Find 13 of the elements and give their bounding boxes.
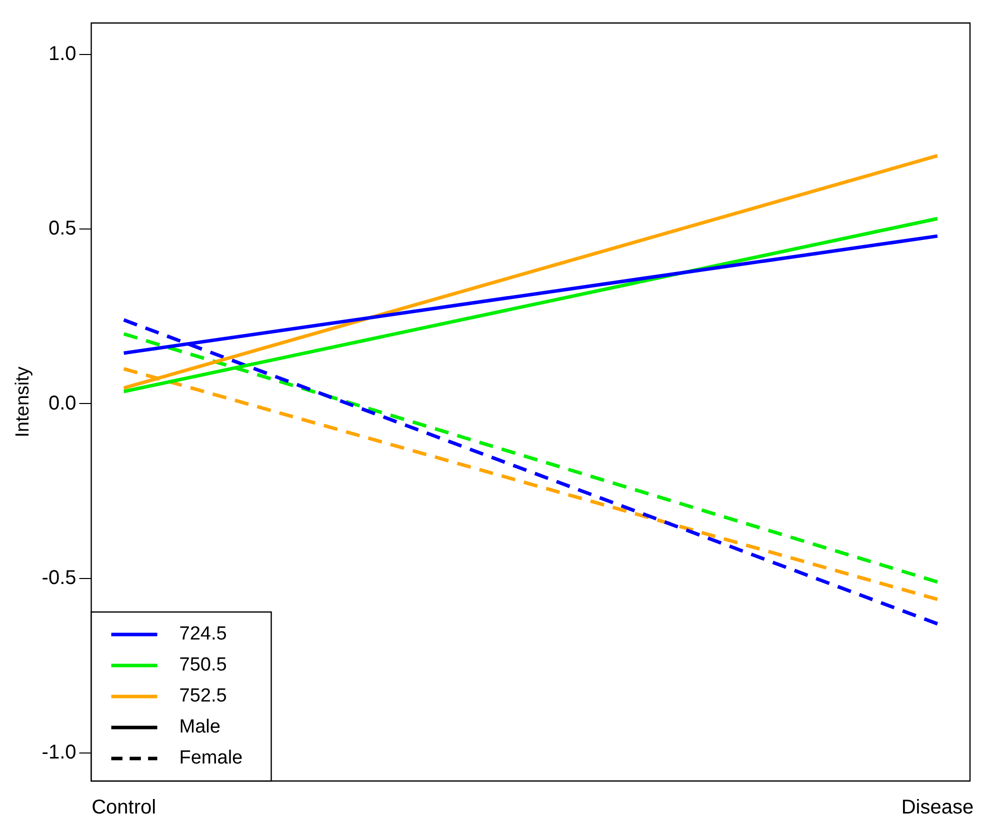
y-tick-label: -0.5 — [42, 566, 76, 589]
legend-label: 724.5 — [179, 624, 227, 645]
y-tick-label: 0.0 — [48, 392, 76, 414]
y-tick-label: 1.0 — [48, 42, 76, 65]
y-tick-label: 0.5 — [48, 218, 76, 240]
legend-label: Female — [179, 748, 243, 769]
y-tick-label: -1.0 — [42, 742, 76, 764]
legend-label: 750.5 — [179, 654, 227, 676]
x-tick-label: Control — [92, 796, 156, 819]
y-axis-title: Intensity — [12, 366, 34, 438]
legend-label: 752.5 — [179, 686, 227, 707]
legend-label: Male — [179, 716, 220, 738]
x-tick-label: Disease — [901, 796, 974, 819]
